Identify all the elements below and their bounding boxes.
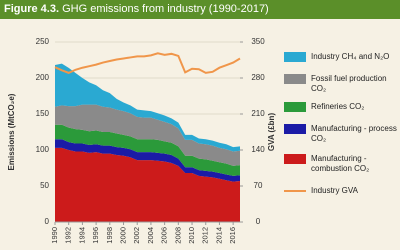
y2-tick-label: 210 xyxy=(251,109,265,118)
legend-item: Refineries CO₂ xyxy=(284,102,398,112)
x-tick-label: 1998 xyxy=(105,227,114,244)
y2-tick-label: 350 xyxy=(251,37,265,46)
legend-swatch xyxy=(284,102,306,112)
legend-item: Industry CH₄ and N₂O xyxy=(284,52,398,62)
legend-label: Industry GVA xyxy=(311,186,358,195)
x-tick-label: 1992 xyxy=(64,227,73,244)
legend-swatch xyxy=(284,124,306,134)
legend-swatch xyxy=(284,52,306,62)
legend-item: Fossil fuel production CO₂ xyxy=(284,74,398,94)
legend-swatch xyxy=(284,154,306,164)
x-tick-label: 2004 xyxy=(146,227,155,244)
x-tick-label: 1990 xyxy=(50,227,59,244)
figure-label: Figure 4.3. xyxy=(4,3,60,15)
x-tick-label: 2014 xyxy=(214,227,223,244)
legend-swatch xyxy=(284,74,306,84)
y2-tick-label: 280 xyxy=(251,73,265,82)
x-tick-label: 2010 xyxy=(187,227,196,244)
x-tick-label: 1994 xyxy=(77,227,86,244)
x-tick-label: 1996 xyxy=(91,227,100,244)
legend-item: Manufacturing - combustion CO₂ xyxy=(284,154,398,174)
y2-axis-label: GVA (£bn) xyxy=(267,113,276,152)
y-tick-label: 50 xyxy=(40,181,49,190)
line xyxy=(54,52,241,74)
legend-item: Industry GVA xyxy=(284,186,398,196)
legend-label: Manufacturing - process CO₂ xyxy=(311,124,397,143)
y-tick-label: 0 xyxy=(45,217,50,226)
legend-item: Manufacturing - process CO₂ xyxy=(284,124,398,144)
y-tick-label: 150 xyxy=(36,109,50,118)
area xyxy=(55,147,240,222)
header: Figure 4.3. GHG emissions from industry … xyxy=(0,0,400,19)
legend-label: Manufacturing - combustion CO₂ xyxy=(311,154,370,173)
legend-label: Refineries CO₂ xyxy=(311,102,365,111)
x-tick-label: 2016 xyxy=(228,227,237,244)
area xyxy=(55,139,240,182)
legend: Industry CH₄ and N₂O Fossil fuel producti… xyxy=(284,42,398,196)
area xyxy=(55,63,240,152)
area xyxy=(55,104,240,166)
x-tick-label: 2006 xyxy=(160,227,169,244)
y-axis-label: Emissions (MtCO₂e) xyxy=(7,93,16,170)
x-tick-label: 2008 xyxy=(173,227,182,244)
area xyxy=(55,124,240,176)
legend-label: Fossil fuel production CO₂ xyxy=(311,74,387,93)
legend-label: Industry CH₄ and N₂O xyxy=(311,52,390,61)
y2-tick-label: 70 xyxy=(254,181,263,190)
x-tick-label: 2002 xyxy=(132,227,141,244)
y-tick-label: 100 xyxy=(36,145,50,154)
y2-tick-label: 0 xyxy=(256,217,261,226)
y-tick-label: 250 xyxy=(36,37,50,46)
chart-title: GHG emissions from industry (1990-2017) xyxy=(62,3,269,15)
x-tick-label: 2012 xyxy=(201,227,210,244)
x-tick-label: 2000 xyxy=(119,227,128,244)
legend-swatch xyxy=(284,190,306,192)
y-tick-label: 200 xyxy=(36,73,50,82)
y2-tick-label: 140 xyxy=(251,145,265,154)
